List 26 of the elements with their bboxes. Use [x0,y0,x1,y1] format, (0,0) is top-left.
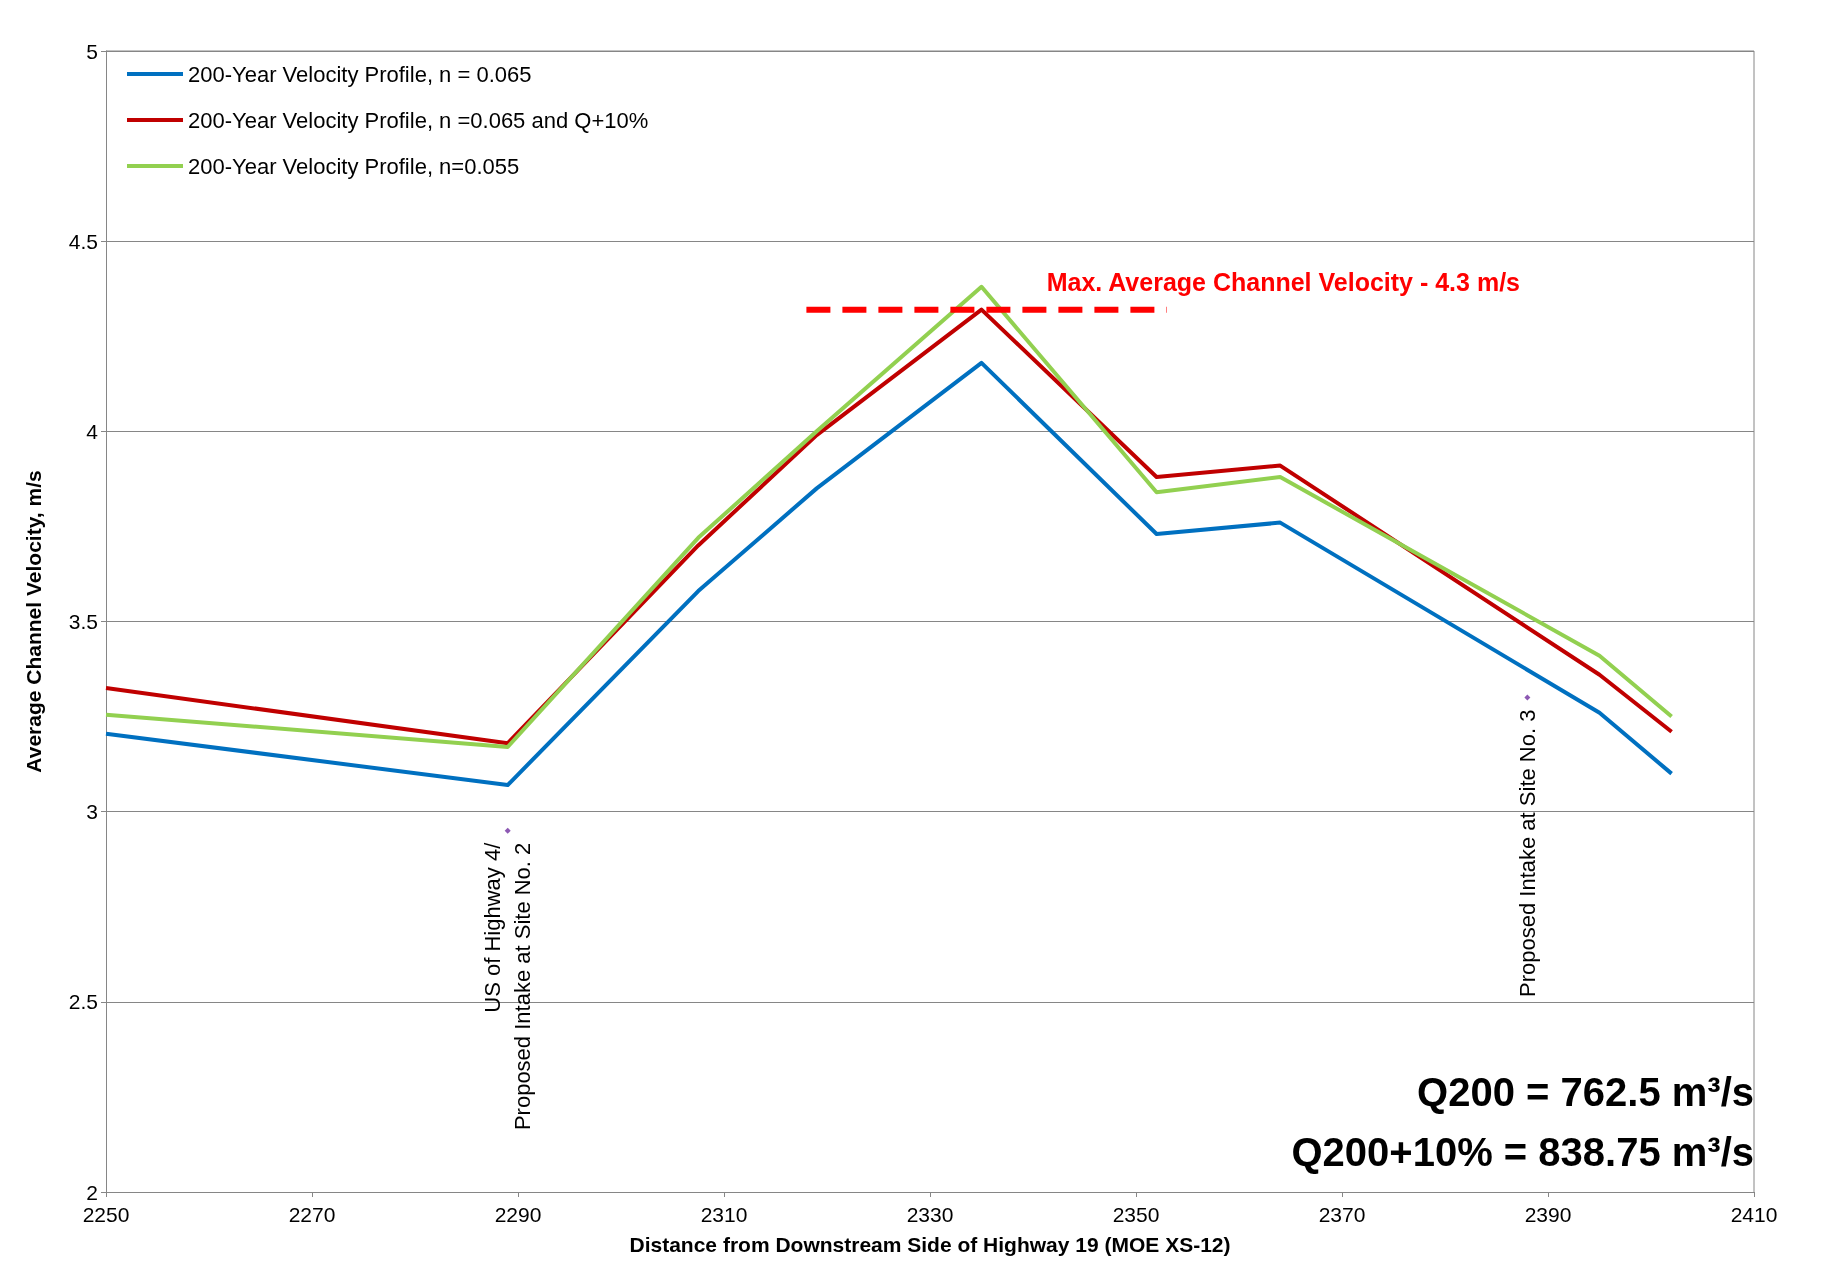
y-tick-label: 4.5 [68,229,98,253]
y-tick-label: 2 [86,1180,98,1204]
x-tick-label: 2270 [288,1203,336,1226]
y-tick-label: 2.5 [68,990,98,1014]
annotation: US of Highway 4/ Proposed Intake at Site No. 2 [480,841,536,1131]
legend-label: 200-Year Velocity Profile, n = 0.065 [188,61,532,87]
annotation: Q200+10% = 838.75 m³/s [1291,1130,1754,1174]
x-tick-label: 2350 [1112,1203,1160,1226]
y-tick-label: 4 [86,419,99,443]
x-tick-label: 2390 [1524,1203,1572,1226]
x-tick-label: 2330 [906,1203,954,1226]
x-tick-label: 2410 [1730,1203,1778,1226]
y-tick-label: 3.5 [68,610,98,633]
annotation: Proposed Intake at Site No. 3 [1514,709,1540,997]
annotation: Q200 = 762.5 m³/s [1417,1070,1754,1114]
x-tick-label: 2310 [700,1203,748,1226]
x-tick-label: 2250 [82,1203,130,1226]
y-tick-label: 5 [86,39,98,63]
x-axis-title: Distance from Downstream Side of Highway 19 (MOE XS-12) [629,1233,1231,1256]
legend-label: 200-Year Velocity Profile, n=0.055 [188,153,520,179]
x-tick-label: 2290 [494,1203,542,1226]
legend-label: 200-Year Velocity Profile, n =0.065 and Q+10% [188,107,649,133]
annotation: Max. Average Channel Velocity - 4.3 m/s [1046,267,1520,296]
y-axis-title: Average Channel Velocity, m/s [22,470,45,773]
x-tick-label: 2370 [1318,1203,1366,1226]
y-tick-label: 3 [86,800,98,824]
